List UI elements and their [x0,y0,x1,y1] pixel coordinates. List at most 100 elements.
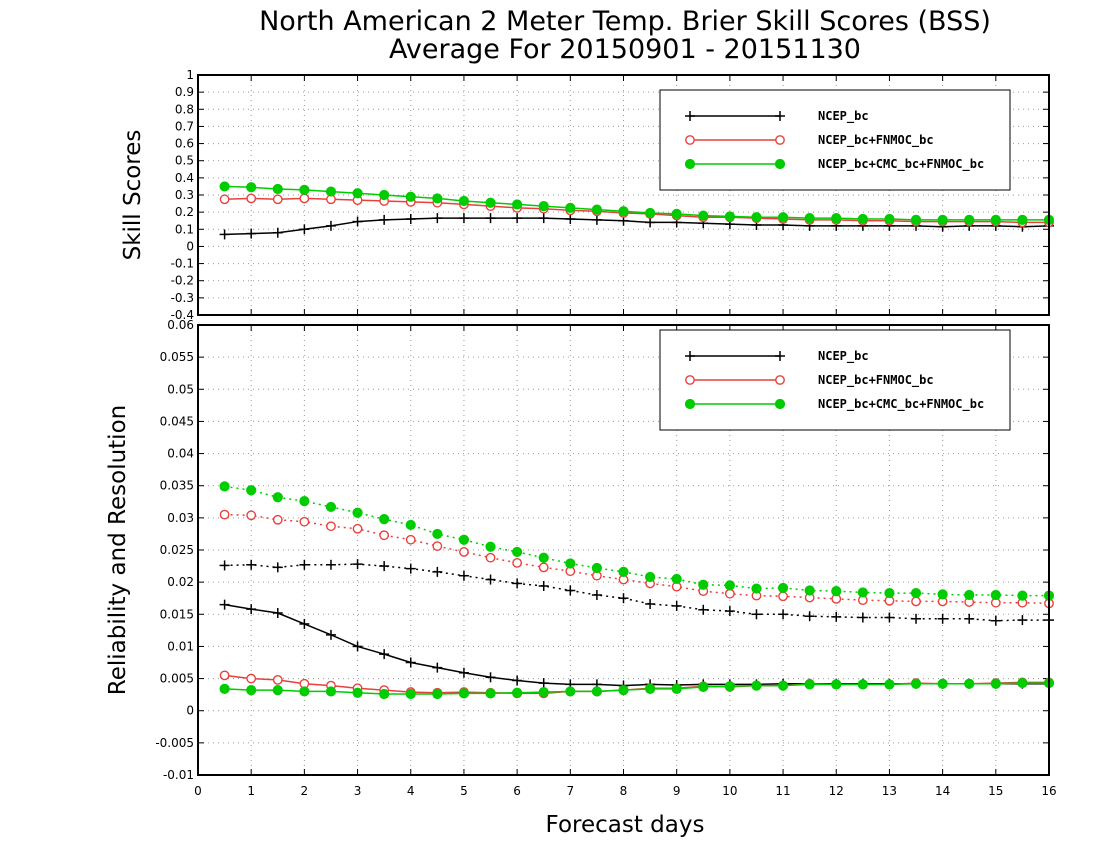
data-point-ncep-bc-cmc-bc-fnmoc-bc [485,541,496,552]
data-point-ncep-bc-fnmoc-bc [724,588,735,599]
y-tick-label: 0.055 [160,350,194,364]
legend-label-ncep-bc-cmc-bc-fnmoc-bc: NCEP_bc+CMC_bc+FNMOC_bc [818,157,984,172]
data-point-ncep-bc-cmc-bc-fnmoc-bc [432,688,443,700]
data-point-ncep-bc-cmc-bc-fnmoc-bc [538,201,549,212]
y-tick-label: 0.4 [175,171,194,185]
data-point-ncep-bc [538,213,549,224]
data-point-ncep-bc [698,604,709,615]
y-tick-label: 0.035 [160,479,194,493]
data-point-ncep-bc [352,559,363,570]
data-point-ncep-bc-fnmoc-bc [299,193,310,204]
plot-frame [197,324,1050,776]
data-point-ncep-bc-fnmoc-bc [299,516,310,527]
series-line-ncep-bc [224,563,1049,622]
y-tick-label: -0.005 [155,736,194,750]
y-tick-label: 0.06 [167,318,194,332]
data-point-ncep-bc-cmc-bc-fnmoc-bc [405,191,416,202]
data-point-ncep-bc-cmc-bc-fnmoc-bc [857,679,868,690]
data-point-ncep-bc-fnmoc-bc [538,562,549,573]
legend-marker-ncep-bc-fnmoc-bc [685,135,695,145]
x-tick-label: 1 [247,784,255,798]
y-tick-label: 0.05 [167,382,194,396]
data-point-ncep-bc-cmc-bc-fnmoc-bc [1017,677,1028,689]
data-point-ncep-bc-cmc-bc-fnmoc-bc [485,197,496,208]
data-point-ncep-bc-cmc-bc-fnmoc-bc [831,213,842,224]
data-point-ncep-bc-fnmoc-bc [272,674,283,685]
data-point-ncep-bc-fnmoc-bc [246,673,257,684]
series-line-ncep-bc-fnmoc-bc [224,513,1050,605]
series-line-ncep-bc-cmc-bc-fnmoc-bc [224,185,1049,221]
data-point-ncep-bc [272,608,283,618]
data-point-ncep-bc-cmc-bc-fnmoc-bc [698,681,709,693]
data-point-ncep-bc-cmc-bc-fnmoc-bc [325,686,337,697]
data-point-ncep-bc-cmc-bc-fnmoc-bc [724,211,735,222]
data-point-ncep-bc-cmc-bc-fnmoc-bc [618,206,629,217]
y-tick-label: 0.8 [175,102,194,116]
y-tick-label: 0.02 [167,575,194,589]
y-axis-label-top: Skill Scores [120,130,146,261]
data-point-ncep-bc [591,214,602,225]
y-tick-label: 0.9 [175,85,194,99]
x-tick-label: 14 [935,784,950,798]
data-point-ncep-bc-cmc-bc-fnmoc-bc [591,562,603,574]
legend: NCEP_bc NCEP_bc+FNMOC_bc NCEP_bc+CMC_bc+FN… [659,89,1011,191]
data-point-ncep-bc-cmc-bc-fnmoc-bc [565,686,576,697]
data-point-ncep-bc-cmc-bc-fnmoc-bc [352,507,363,518]
data-point-ncep-bc-cmc-bc-fnmoc-bc [644,207,656,219]
series-ncep-bc-cmc-bc-fnmoc-bc-solid [219,181,1055,225]
data-point-ncep-bc [299,618,310,629]
data-point-ncep-bc [325,220,336,231]
data-point-ncep-bc [964,613,975,624]
data-point-ncep-bc-fnmoc-bc [405,534,416,545]
data-point-ncep-bc-cmc-bc-fnmoc-bc [777,680,789,691]
data-point-ncep-bc-cmc-bc-fnmoc-bc [591,204,603,215]
data-point-ncep-bc-cmc-bc-fnmoc-bc [964,214,975,225]
data-point-ncep-bc-cmc-bc-fnmoc-bc [379,688,390,700]
data-point-ncep-bc [352,216,363,227]
data-point-ncep-bc [325,559,336,570]
data-point-ncep-bc-cmc-bc-fnmoc-bc [591,686,603,697]
data-point-ncep-bc-cmc-bc-fnmoc-bc [325,186,337,197]
data-point-ncep-bc-fnmoc-bc [326,521,336,532]
data-point-ncep-bc-cmc-bc-fnmoc-bc [272,183,283,195]
data-point-ncep-bc-cmc-bc-fnmoc-bc [432,528,443,540]
data-point-ncep-bc-cmc-bc-fnmoc-bc [618,566,629,577]
series-line-ncep-bc-cmc-bc-fnmoc-bc [224,485,1049,597]
data-point-ncep-bc-cmc-bc-fnmoc-bc [565,558,576,569]
data-point-ncep-bc [246,604,257,615]
data-point-ncep-bc [485,213,496,224]
x-tick-label: 7 [566,784,574,798]
data-point-ncep-bc [618,593,629,604]
y-tick-label: 0.7 [175,119,194,133]
data-point-ncep-bc-cmc-bc-fnmoc-bc [458,688,470,699]
data-point-ncep-bc [751,609,762,620]
series-line-ncep-bc-fnmoc-bc [224,197,1049,224]
y-axis-label-bottom: Reliability and Resolution [105,405,131,695]
reliability-resolution-panel: 0.060.0550.050.0450.040.0350.030.0250.02… [155,318,1056,798]
data-point-ncep-bc-cmc-bc-fnmoc-bc [379,189,390,201]
data-point-ncep-bc-cmc-bc-fnmoc-bc [644,683,656,694]
y-tick-label: 0.015 [160,607,194,621]
data-point-ncep-bc-fnmoc-bc [911,596,921,607]
data-point-ncep-bc-fnmoc-bc [219,194,230,205]
data-point-ncep-bc-cmc-bc-fnmoc-bc [698,579,709,590]
data-point-ncep-bc-cmc-bc-fnmoc-bc [644,571,656,583]
data-point-ncep-bc-cmc-bc-fnmoc-bc [379,514,390,525]
x-tick-label: 4 [407,784,415,798]
data-point-ncep-bc-cmc-bc-fnmoc-bc [405,688,416,700]
data-point-ncep-bc-cmc-bc-fnmoc-bc [485,688,496,699]
data-point-ncep-bc [272,227,283,238]
data-point-ncep-bc [379,561,390,572]
data-point-ncep-bc-cmc-bc-fnmoc-bc [565,202,576,213]
y-tick-label: 0 [186,239,194,253]
data-point-ncep-bc-fnmoc-bc [485,552,496,563]
data-point-ncep-bc-cmc-bc-fnmoc-bc [299,184,310,195]
y-tick-label: -0.2 [171,274,194,288]
data-point-ncep-bc [645,217,656,228]
data-point-ncep-bc-cmc-bc-fnmoc-bc [777,212,789,223]
data-point-ncep-bc-fnmoc-bc [379,530,390,541]
data-point-ncep-bc [272,562,283,573]
data-point-ncep-bc [911,613,922,624]
data-point-ncep-bc-cmc-bc-fnmoc-bc [246,685,257,696]
data-point-ncep-bc [831,611,842,622]
